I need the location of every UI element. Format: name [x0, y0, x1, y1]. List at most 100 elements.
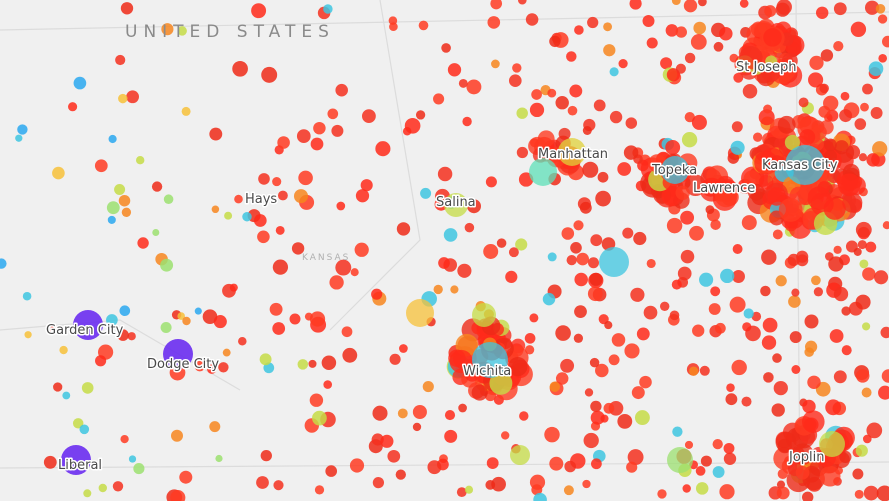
data-point — [256, 476, 269, 489]
data-point — [639, 375, 652, 389]
data-point — [595, 363, 609, 378]
data-point — [79, 424, 90, 435]
data-point — [857, 240, 867, 250]
data-point — [725, 393, 738, 406]
data-point — [213, 315, 227, 329]
data-point — [321, 355, 337, 371]
data-point — [862, 322, 871, 331]
data-point — [323, 380, 333, 389]
data-point — [802, 399, 816, 414]
data-point — [106, 314, 118, 326]
county-line — [329, 0, 421, 331]
data-point — [360, 179, 373, 192]
data-point — [700, 455, 712, 467]
state-label: KANSAS — [302, 253, 350, 263]
data-point — [862, 267, 876, 281]
data-point — [491, 59, 500, 69]
data-point — [137, 237, 149, 249]
data-point — [758, 109, 775, 126]
data-point — [512, 63, 522, 73]
data-point — [397, 408, 408, 419]
data-point — [623, 145, 639, 160]
data-point — [466, 79, 482, 95]
data-point — [669, 310, 680, 321]
data-point — [672, 426, 683, 437]
data-point — [842, 192, 863, 213]
data-point — [323, 4, 333, 14]
data-point — [118, 93, 128, 104]
data-point — [880, 326, 889, 339]
data-point — [765, 55, 778, 68]
data-point — [519, 411, 529, 421]
data-point — [603, 44, 616, 57]
data-point — [211, 205, 220, 214]
data-point — [224, 211, 233, 220]
data-point — [729, 296, 746, 313]
data-point — [312, 410, 327, 426]
data-point — [609, 67, 619, 77]
data-point — [589, 357, 600, 368]
data-point — [464, 485, 474, 494]
data-point — [524, 332, 536, 344]
data-point — [719, 26, 733, 41]
data-point — [799, 129, 816, 145]
data-point — [261, 66, 278, 83]
data-point — [444, 193, 468, 217]
data-point — [593, 99, 606, 112]
data-point — [785, 145, 825, 185]
data-point — [289, 313, 301, 325]
data-point — [823, 95, 839, 111]
data-point — [325, 465, 338, 477]
data-point — [611, 333, 626, 347]
data-point — [121, 207, 132, 217]
data-point — [120, 434, 129, 444]
data-point — [636, 327, 650, 341]
data-point — [72, 418, 84, 429]
data-point — [764, 5, 777, 18]
data-point — [714, 184, 738, 208]
data-point — [564, 460, 577, 473]
data-point — [590, 234, 603, 247]
data-point — [0, 258, 7, 269]
data-point — [496, 238, 507, 248]
data-point — [253, 214, 267, 227]
data-point — [680, 249, 695, 264]
data-point — [626, 461, 638, 473]
data-point — [160, 258, 174, 272]
data-point — [107, 215, 116, 224]
data-point — [83, 489, 92, 498]
data-point — [62, 391, 71, 400]
data-point — [443, 228, 458, 242]
data-point — [558, 127, 571, 140]
data-point — [833, 245, 842, 254]
data-point — [617, 162, 632, 176]
data-point — [73, 310, 103, 340]
data-point — [399, 344, 408, 353]
data-point — [194, 360, 206, 372]
data-point — [772, 353, 782, 363]
data-point — [760, 285, 771, 297]
data-point — [808, 72, 824, 88]
data-point — [823, 138, 837, 152]
data-point — [529, 158, 557, 186]
data-point — [860, 102, 869, 112]
data-point — [487, 16, 501, 29]
data-point — [841, 345, 852, 356]
data-point — [824, 149, 837, 163]
data-point — [375, 141, 391, 157]
data-point — [584, 388, 594, 397]
data-point — [133, 463, 145, 475]
data-point — [689, 366, 699, 376]
data-point — [750, 21, 767, 38]
data-point — [730, 140, 745, 155]
data-point — [529, 474, 546, 490]
data-point — [741, 215, 757, 231]
data-point — [395, 469, 406, 480]
data-point — [858, 153, 868, 162]
data-point — [741, 396, 752, 407]
data-point — [762, 317, 778, 333]
data-point — [726, 383, 735, 392]
data-point — [791, 365, 801, 374]
data-point — [603, 22, 613, 32]
